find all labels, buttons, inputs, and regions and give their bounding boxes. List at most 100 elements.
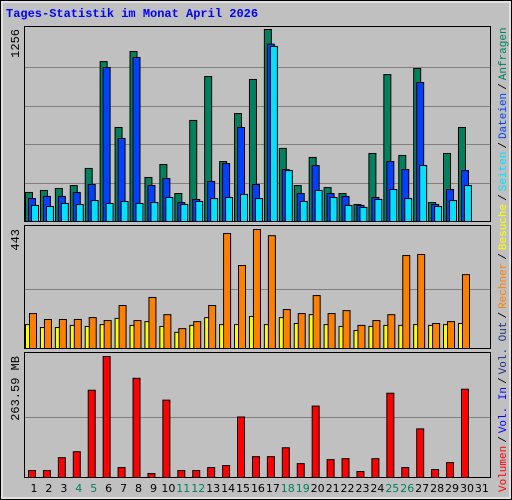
x-tick-label: 11 — [176, 482, 190, 495]
x-tick-label: 10 — [161, 482, 175, 495]
bar — [45, 206, 54, 222]
x-tick-label: 29 — [445, 482, 459, 495]
bar — [148, 296, 157, 350]
bar — [327, 313, 336, 350]
bar — [193, 321, 202, 349]
x-tick-label: 6 — [105, 482, 112, 495]
bar — [58, 318, 67, 349]
bar — [210, 198, 219, 223]
bar — [165, 197, 174, 222]
bar — [416, 428, 425, 478]
x-tick-label: 19 — [296, 482, 310, 495]
bar — [72, 451, 81, 478]
x-tick-label: 24 — [370, 482, 384, 495]
bar — [180, 204, 189, 222]
bar — [103, 320, 112, 349]
bar — [281, 447, 290, 479]
bar — [284, 170, 293, 222]
bar — [371, 458, 380, 479]
legend-entry: Seiten — [498, 152, 510, 192]
bar — [299, 200, 308, 222]
bar — [177, 470, 186, 478]
bar — [150, 202, 159, 222]
bar — [359, 206, 368, 223]
bar — [120, 200, 129, 222]
x-tick-label: 14 — [221, 482, 235, 495]
bar — [192, 470, 201, 478]
bar — [434, 206, 443, 222]
bar — [374, 198, 383, 222]
bar — [28, 470, 36, 478]
bar — [222, 465, 231, 478]
bar — [402, 255, 411, 349]
bar — [344, 204, 353, 223]
legend-entry: Vol. Out — [498, 322, 510, 375]
bar — [132, 377, 141, 478]
bar — [118, 305, 127, 350]
bar — [133, 320, 142, 349]
bar — [87, 389, 96, 479]
legend-separator: / — [498, 194, 510, 201]
bar — [461, 274, 470, 349]
legend-entry: Dateien — [498, 93, 510, 139]
x-tick-label: 25 — [385, 482, 399, 495]
y-tick-label: 1256 — [9, 29, 23, 58]
bar — [431, 469, 440, 479]
bar — [357, 324, 366, 349]
bar — [386, 392, 395, 479]
bar — [447, 321, 456, 349]
bar — [297, 313, 306, 350]
x-tick-label: 26 — [400, 482, 414, 495]
bar — [195, 200, 204, 222]
chart-title: Tages-Statistik im Monat April 2026 — [6, 7, 258, 21]
bar — [88, 317, 97, 349]
legend-entry: Anfragen — [498, 27, 510, 80]
bar — [57, 457, 66, 478]
x-tick-label: 9 — [150, 482, 157, 495]
legend: Volumen / Vol. In / Vol. Out / Rechner / Besuche… — [498, 27, 510, 492]
bar — [460, 388, 469, 478]
x-tick-label: 1 — [31, 482, 38, 495]
x-tick-label: 23 — [355, 482, 369, 495]
y-tick-label: 443 — [9, 229, 23, 251]
legend-separator: / — [498, 83, 510, 90]
bar — [240, 193, 249, 222]
x-tick-label: 27 — [415, 482, 429, 495]
x-tick-label: 3 — [60, 482, 67, 495]
legend-separator: / — [498, 312, 510, 319]
x-tick-label: 31 — [475, 482, 489, 495]
bar — [254, 198, 263, 223]
x-tick-label: 12 — [191, 482, 205, 495]
bar — [282, 309, 291, 349]
bar — [90, 200, 99, 223]
bar — [401, 467, 410, 478]
bar — [132, 56, 141, 223]
x-tick-label: 4 — [75, 482, 82, 495]
x-tick-label: 20 — [311, 482, 325, 495]
legend-separator: / — [498, 253, 510, 260]
bar — [237, 416, 246, 479]
bar — [356, 471, 365, 479]
x-tick-label: 21 — [326, 482, 340, 495]
x-tick-label: 28 — [430, 482, 444, 495]
bar — [208, 305, 217, 350]
bar — [117, 467, 126, 478]
legend-entry: Rechner — [498, 263, 510, 309]
bar — [135, 202, 144, 222]
bar — [341, 458, 350, 479]
bar — [252, 229, 261, 349]
bar — [312, 295, 321, 350]
x-tick-label: 2 — [45, 482, 52, 495]
x-tick-label: 8 — [135, 482, 142, 495]
x-tick-label: 15 — [236, 482, 250, 495]
legend-separator: / — [498, 436, 510, 443]
bar — [105, 202, 114, 222]
bar — [147, 473, 156, 479]
bar — [389, 189, 398, 222]
bar — [326, 459, 335, 478]
bar — [163, 314, 172, 350]
bar — [225, 197, 234, 222]
bar — [42, 470, 51, 478]
legend-entry: Volumen — [498, 446, 510, 492]
